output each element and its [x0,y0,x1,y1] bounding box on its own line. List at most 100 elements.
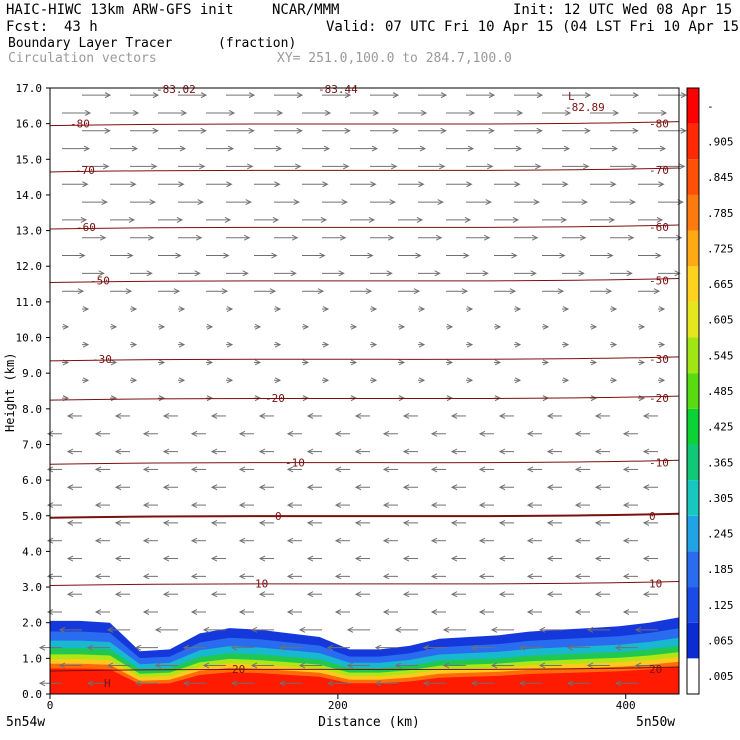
vector-arrowhead [38,644,46,651]
vector-arrowhead [626,270,633,277]
vector-arrowhead [470,680,478,687]
vector-arrowhead [468,110,476,116]
vector-arrowhead [574,609,582,615]
contour-line [49,512,680,519]
vector-arrowhead [106,626,114,633]
vector-arrowhead [162,591,170,598]
vector-arrowhead [533,199,540,206]
vector-arrowhead [658,341,666,348]
vector-arrowhead [182,680,190,687]
vector-arrowhead [306,448,314,455]
vector-arrowhead [590,395,598,402]
vector-arrowhead [534,163,542,170]
colorbar-segment [687,159,699,195]
vector-arrowhead [354,413,362,419]
vector-arrowhead [334,502,342,509]
colorbar-label: - [707,100,714,113]
circulation-vectors [38,92,688,687]
vector-arrowhead [272,216,280,223]
vector-arrowhead [559,252,566,259]
vector-arrowhead [246,163,254,170]
vector-arrowhead [298,662,306,669]
x-right-endpoint-label: 5n50w [636,715,675,730]
contour-label: -10 [285,456,305,469]
vector-arrowhead [430,609,438,615]
contour-label: -80 [70,118,90,131]
vector-arrowhead [306,484,314,491]
vector-arrowhead [418,341,426,348]
vector-arrowhead [341,199,348,206]
y-tick-label: 7.0 [22,438,42,451]
vector-arrowhead [173,288,181,295]
vector-arrowhead [594,413,602,419]
contour-label: -50 [649,274,669,287]
vector-arrowhead [368,216,376,223]
vector-arrowhead [162,555,170,562]
contour-line [49,666,680,672]
vector-arrowhead [382,537,390,544]
vector-arrowhead [82,341,90,348]
vector-arrowhead [178,306,186,312]
vector-arrowhead [178,341,186,348]
vector-arrowhead [634,626,642,633]
vector-arrowhead [511,252,518,259]
vector-arrowhead [440,92,448,99]
vector-arrowhead [494,359,502,366]
vector-arrowhead [114,591,122,598]
vector-arrowhead [46,537,54,544]
vector-arrowhead [354,591,362,598]
vector-arrowhead [286,573,294,580]
vector-arrowhead [230,644,238,651]
vector-arrowhead [306,413,314,419]
colorbar-segment [687,408,699,445]
vector-arrowhead [175,252,182,259]
vector-arrowhead [142,466,150,473]
vector-arrowhead [416,216,424,223]
vector-arrowhead [402,484,410,491]
vector-arrowhead [562,181,569,188]
vector-arrowhead [446,323,454,330]
vector-arrowhead [210,555,218,562]
vector-arrowhead [622,466,630,473]
vector-arrowhead [275,145,283,152]
vector-arrowhead [152,92,160,99]
vector-arrowhead [446,359,454,366]
vector-arrowhead [210,591,218,598]
vector-arrowhead [293,199,300,206]
contour-label: 20 [649,663,662,676]
vector-arrowhead [610,341,618,348]
vector-arrowhead [130,181,137,188]
vector-arrowhead [594,448,602,455]
vector-arrowhead [238,573,246,580]
vector-arrowhead [226,306,234,312]
vector-arrowhead [622,573,630,580]
vector-arrowhead [46,573,54,580]
vector-arrowhead [660,110,668,116]
vector-arrowhead [142,502,150,509]
vector-arrowhead [190,573,198,580]
vector-arrowhead [463,252,470,259]
tracer-band-max [50,666,679,694]
vector-arrowhead [210,484,218,491]
vector-arrowhead [653,288,661,295]
colorbar-segment [687,337,699,374]
vector-arrowhead [94,502,102,509]
extremum-label: H [104,677,111,690]
vector-arrowhead [466,341,474,348]
vector-arrowhead [46,502,54,509]
vector-arrowhead [110,359,118,366]
valid-time: Valid: 07 UTC Fri 10 Apr 15 (04 LST Fri … [326,19,740,35]
vector-arrowhead [483,234,491,241]
vector-arrowhead [274,377,282,384]
vector-arrowhead [371,145,379,152]
vector-arrowhead [642,448,650,455]
vector-arrowhead [102,163,110,170]
vector-arrowhead [450,413,458,419]
vector-arrowhead [66,448,74,455]
vector-arrowhead [134,644,142,651]
vector-arrowhead [450,448,458,455]
vector-arrowhead [466,377,474,384]
vector-arrowhead [372,110,380,116]
vector-arrowhead [110,395,118,402]
vector-arrowhead [242,270,249,277]
